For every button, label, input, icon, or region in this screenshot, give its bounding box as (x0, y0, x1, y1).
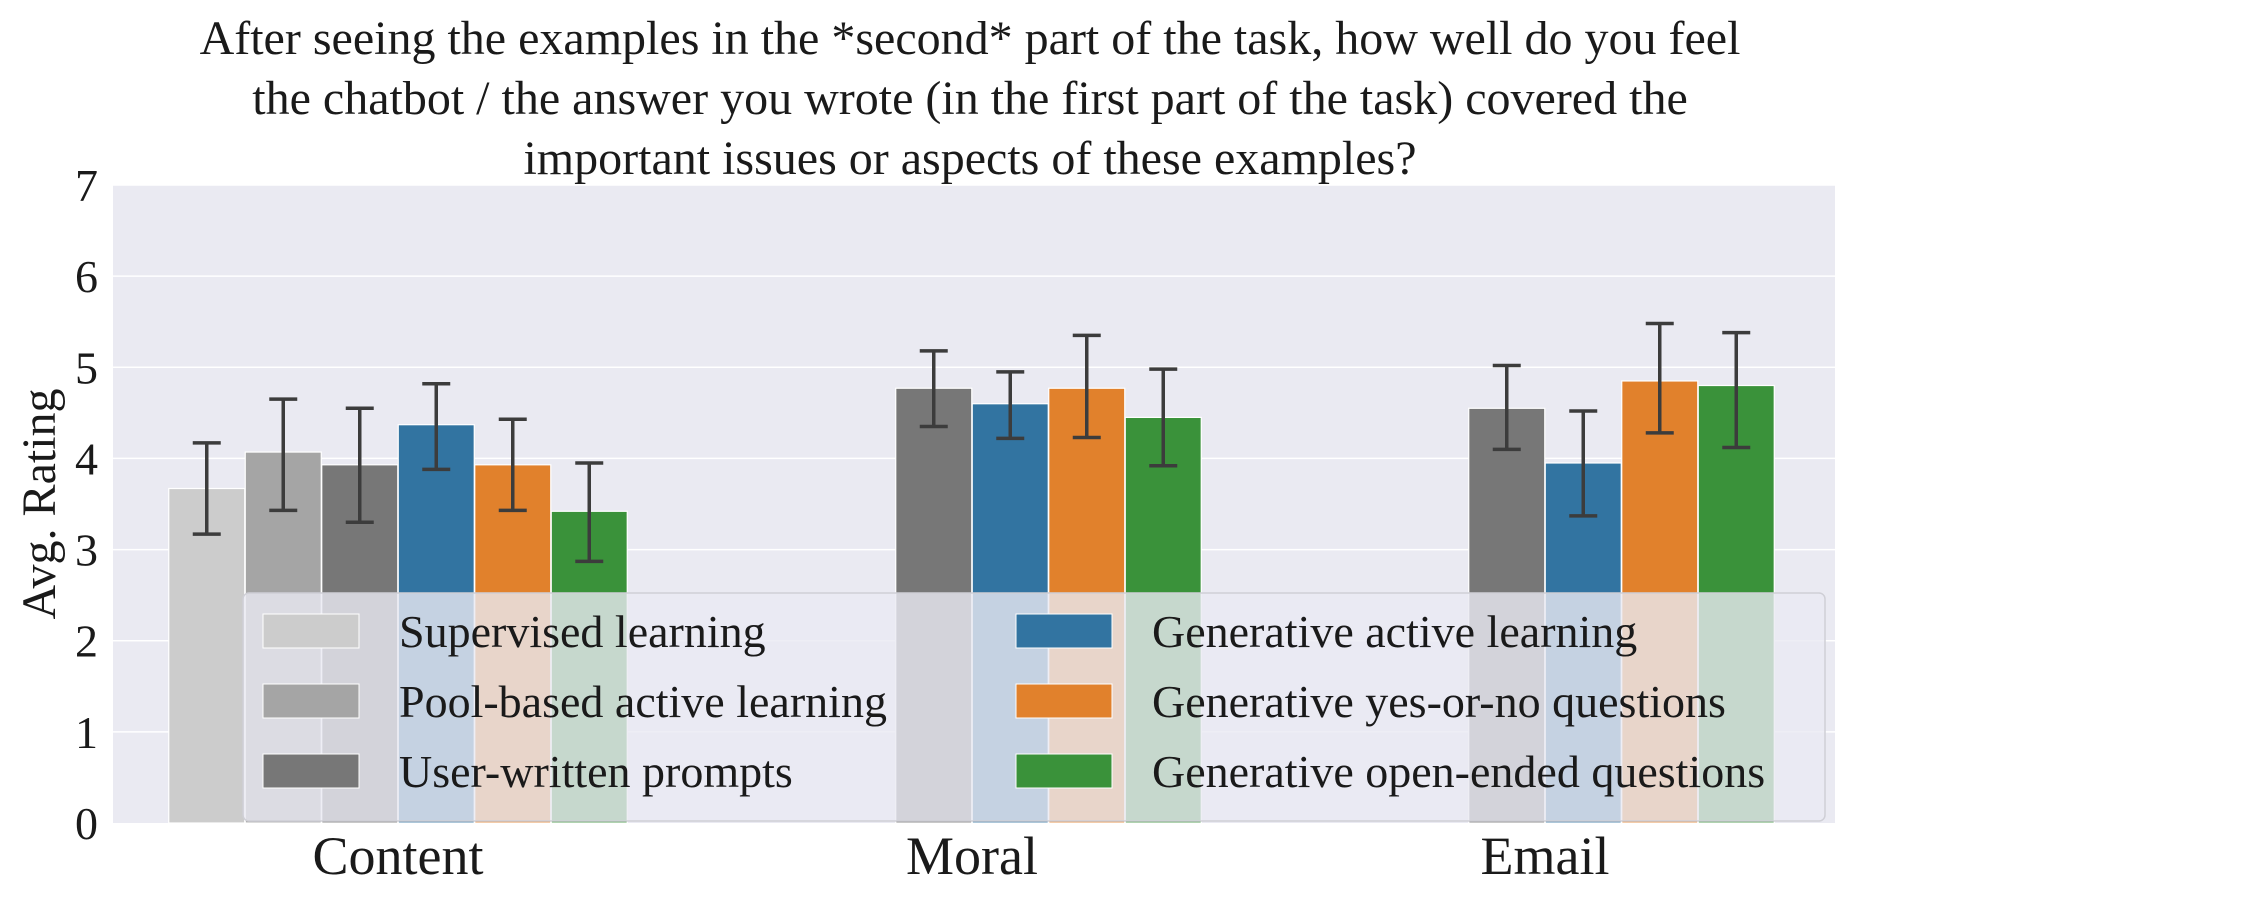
legend-swatch (262, 613, 360, 649)
x-axis-ticks: Content Moral Email (313, 826, 1610, 886)
legend-swatch (1015, 613, 1113, 649)
chart-title-line: important issues or aspects of these exa… (523, 132, 1416, 185)
y-axis-ticks: 0 1 2 3 4 5 6 7 (75, 160, 98, 849)
legend-label: Pool-based active learning (399, 676, 887, 727)
x-tick-label: Email (1481, 826, 1610, 886)
legend-swatch (262, 683, 360, 719)
y-tick-label: 5 (75, 342, 98, 393)
error-bars (192, 321, 1751, 564)
legend-label: User-written prompts (399, 746, 793, 797)
y-tick-label: 4 (75, 433, 98, 484)
legend-swatch (1015, 753, 1113, 789)
bar (168, 487, 246, 824)
chart-title: After seeing the examples in the *second… (200, 12, 1741, 185)
x-tick-label: Moral (906, 826, 1038, 886)
legend-swatch (262, 753, 360, 789)
y-tick-label: 0 (75, 798, 98, 849)
legend-label: Generative open-ended questions (1152, 746, 1765, 797)
y-tick-label: 6 (75, 251, 98, 302)
legend-swatch (1015, 683, 1113, 719)
x-tick-label: Content (313, 826, 484, 886)
y-tick-label: 3 (75, 525, 98, 576)
legend: Supervised learning Pool-based active lea… (242, 592, 1826, 822)
y-tick-label: 7 (75, 160, 98, 211)
y-axis-label: Avg. Rating (13, 388, 66, 619)
chart-title-line: After seeing the examples in the *second… (200, 12, 1741, 65)
chart-title-line: the chatbot / the answer you wrote (in t… (252, 72, 1688, 125)
legend-label: Supervised learning (399, 606, 766, 657)
legend-label: Generative yes-or-no questions (1152, 676, 1726, 727)
y-tick-label: 1 (75, 707, 98, 758)
y-tick-label: 2 (75, 616, 98, 667)
legend-label: Generative active learning (1152, 606, 1637, 657)
